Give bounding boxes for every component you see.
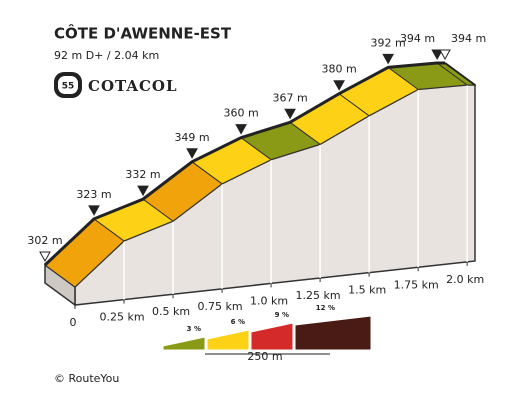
profile-face [74,84,476,306]
elevation-marker [235,124,247,135]
elevation-label: 367 m [272,91,307,104]
elevation-marker [333,80,345,91]
elevation-marker [137,185,149,197]
legend-swatch [162,336,206,351]
elevation-label: 323 m [76,188,111,201]
elevation-label: 332 m [125,168,160,181]
footer: © RouteYou [54,372,119,385]
legend-swatch [206,329,250,351]
profile-end-edge [444,62,476,86]
x-tick-label: 0.25 km [99,311,144,324]
badge-number: 55 [62,82,75,92]
scale-label: 250 m [247,350,282,363]
legend-label: 6 % [231,318,245,326]
elevation-marker [186,148,198,159]
elevation-label: 349 m [174,131,209,144]
elevation-marker [439,49,451,61]
x-tick-label: 1.25 km [296,289,341,302]
subtitle: 92 m D+ / 2.04 km [54,49,159,62]
x-tick-label: 0.75 km [198,300,243,313]
elevation-label: 394 m [400,32,435,45]
chart-title: CÔTE D'AWENNE-EST [54,24,232,43]
elevation-marker [39,251,51,263]
x-tick-label: 1.0 km [250,294,288,307]
elevation-marker [431,49,444,61]
legend-label: 3 % [187,325,201,333]
x-tick-label: 2.0 km [446,273,484,286]
x-tick-label: 0.5 km [152,305,190,318]
elevation-label: 394 m [451,32,486,45]
elevation-label: 360 m [223,107,258,120]
legend-label: 9 % [275,311,289,319]
elevation-marker [88,205,100,216]
legend-swatch [250,322,294,351]
x-tick-label: 1.75 km [394,278,439,291]
x-tick-label: 1.5 km [348,284,386,297]
elevation-label: 302 m [27,234,62,247]
badge-inner [58,76,78,94]
legend-swatch [294,315,372,351]
profile-edge [43,61,445,267]
x-tick-label: 0 [70,316,77,329]
elevation-marker [382,53,394,65]
elevation-label: 392 m [371,36,406,49]
badge-label: COTACOL [88,77,178,95]
legend-label: 12 % [316,304,335,312]
elevation-label: 380 m [322,63,357,76]
elevation-marker [284,108,296,120]
